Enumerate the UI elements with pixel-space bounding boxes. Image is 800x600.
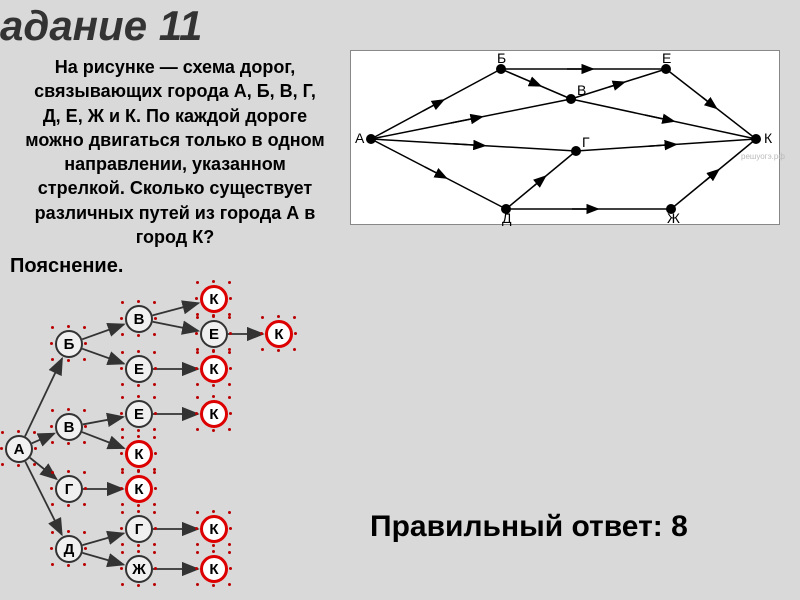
- tree-node: Б: [55, 330, 83, 358]
- tree-node: Ж: [125, 555, 153, 583]
- tree-node: Е: [125, 355, 153, 383]
- road-graph: А Б В Г Д Е Ж К: [350, 50, 780, 225]
- tree-node: К: [125, 475, 153, 503]
- svg-text:К: К: [764, 130, 773, 146]
- svg-text:В: В: [577, 82, 586, 98]
- tree-node: К: [200, 515, 228, 543]
- tree-node: Е: [125, 400, 153, 428]
- tree-node: В: [55, 413, 83, 441]
- task-text: На рисунке — схема дорог, связывающих го…: [25, 55, 325, 249]
- tree-node: К: [265, 320, 293, 348]
- svg-text:Г: Г: [582, 134, 590, 150]
- svg-text:А: А: [355, 130, 365, 146]
- tree-node: К: [125, 440, 153, 468]
- answer-label: Правильный ответ:: [370, 510, 663, 543]
- answer-value: 8: [671, 510, 688, 543]
- correct-answer: Правильный ответ: 8: [370, 510, 688, 545]
- solution-tree: АБВГДВЕЕККГЖКЕККККК: [5, 275, 325, 595]
- watermark: решуогэ.рф: [741, 152, 785, 161]
- svg-text:Б: Б: [497, 51, 506, 66]
- tree-node: Е: [200, 320, 228, 348]
- tree-node: К: [200, 355, 228, 383]
- tree-node: А: [5, 435, 33, 463]
- tree-node: К: [200, 285, 228, 313]
- svg-text:Ж: Ж: [667, 210, 680, 226]
- tree-node: Г: [55, 475, 83, 503]
- tree-node: Д: [55, 535, 83, 563]
- tree-node: К: [200, 555, 228, 583]
- tree-node: В: [125, 305, 153, 333]
- tree-node: Г: [125, 515, 153, 543]
- svg-text:Е: Е: [662, 51, 671, 66]
- tree-node: К: [200, 400, 228, 428]
- svg-text:Д: Д: [502, 210, 512, 226]
- page-title: адание 11: [0, 2, 202, 50]
